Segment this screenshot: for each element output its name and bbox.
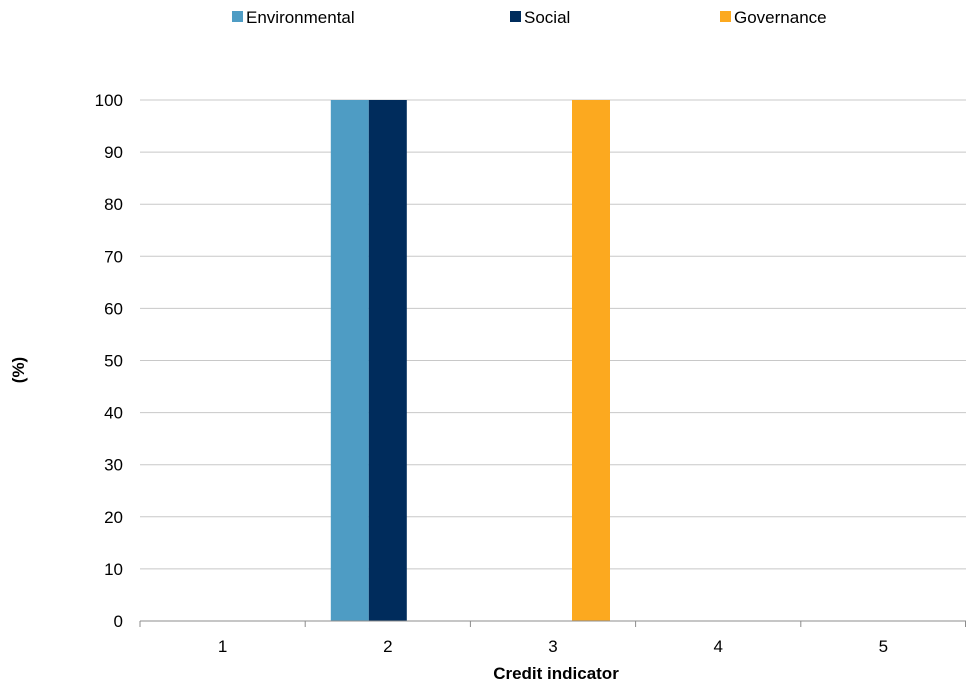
x-axis-tick-labels: 1 2 3 4 5 bbox=[218, 637, 888, 656]
x-axis-title: Credit indicator bbox=[493, 664, 619, 683]
gridlines bbox=[140, 99, 966, 570]
legend-label-environmental: Environmental bbox=[246, 8, 355, 27]
bar-governance-3 bbox=[572, 100, 610, 621]
y-tick-label: 80 bbox=[104, 195, 123, 214]
legend-label-governance: Governance bbox=[734, 8, 827, 27]
bar-social-2 bbox=[368, 100, 407, 621]
y-tick-label: 0 bbox=[114, 612, 123, 631]
legend-swatch-governance bbox=[720, 11, 731, 22]
x-axis bbox=[139, 620, 966, 627]
x-tick-label: 4 bbox=[713, 637, 722, 656]
y-tick-label: 20 bbox=[104, 508, 123, 527]
bar-environmental-2 bbox=[330, 100, 369, 621]
x-tick-label: 5 bbox=[879, 637, 888, 656]
x-tick-label: 3 bbox=[548, 637, 557, 656]
y-axis-title: (%) bbox=[9, 357, 28, 383]
x-tick-label: 2 bbox=[383, 637, 392, 656]
y-tick-label: 10 bbox=[104, 560, 123, 579]
y-tick-label: 60 bbox=[104, 299, 123, 318]
legend: Environmental Social Governance bbox=[232, 8, 827, 27]
y-tick-label: 30 bbox=[104, 456, 123, 475]
y-tick-label: 40 bbox=[104, 404, 123, 423]
y-axis-tick-labels: 0 10 20 30 40 50 60 70 80 90 100 bbox=[95, 91, 123, 631]
x-tick-label: 1 bbox=[218, 637, 227, 656]
y-tick-label: 50 bbox=[104, 352, 123, 371]
legend-label-social: Social bbox=[524, 8, 570, 27]
y-tick-label: 70 bbox=[104, 247, 123, 266]
legend-swatch-environmental bbox=[232, 11, 243, 22]
y-tick-label: 100 bbox=[95, 91, 123, 110]
bars bbox=[330, 100, 610, 621]
legend-swatch-social bbox=[510, 11, 521, 22]
y-tick-label: 90 bbox=[104, 143, 123, 162]
